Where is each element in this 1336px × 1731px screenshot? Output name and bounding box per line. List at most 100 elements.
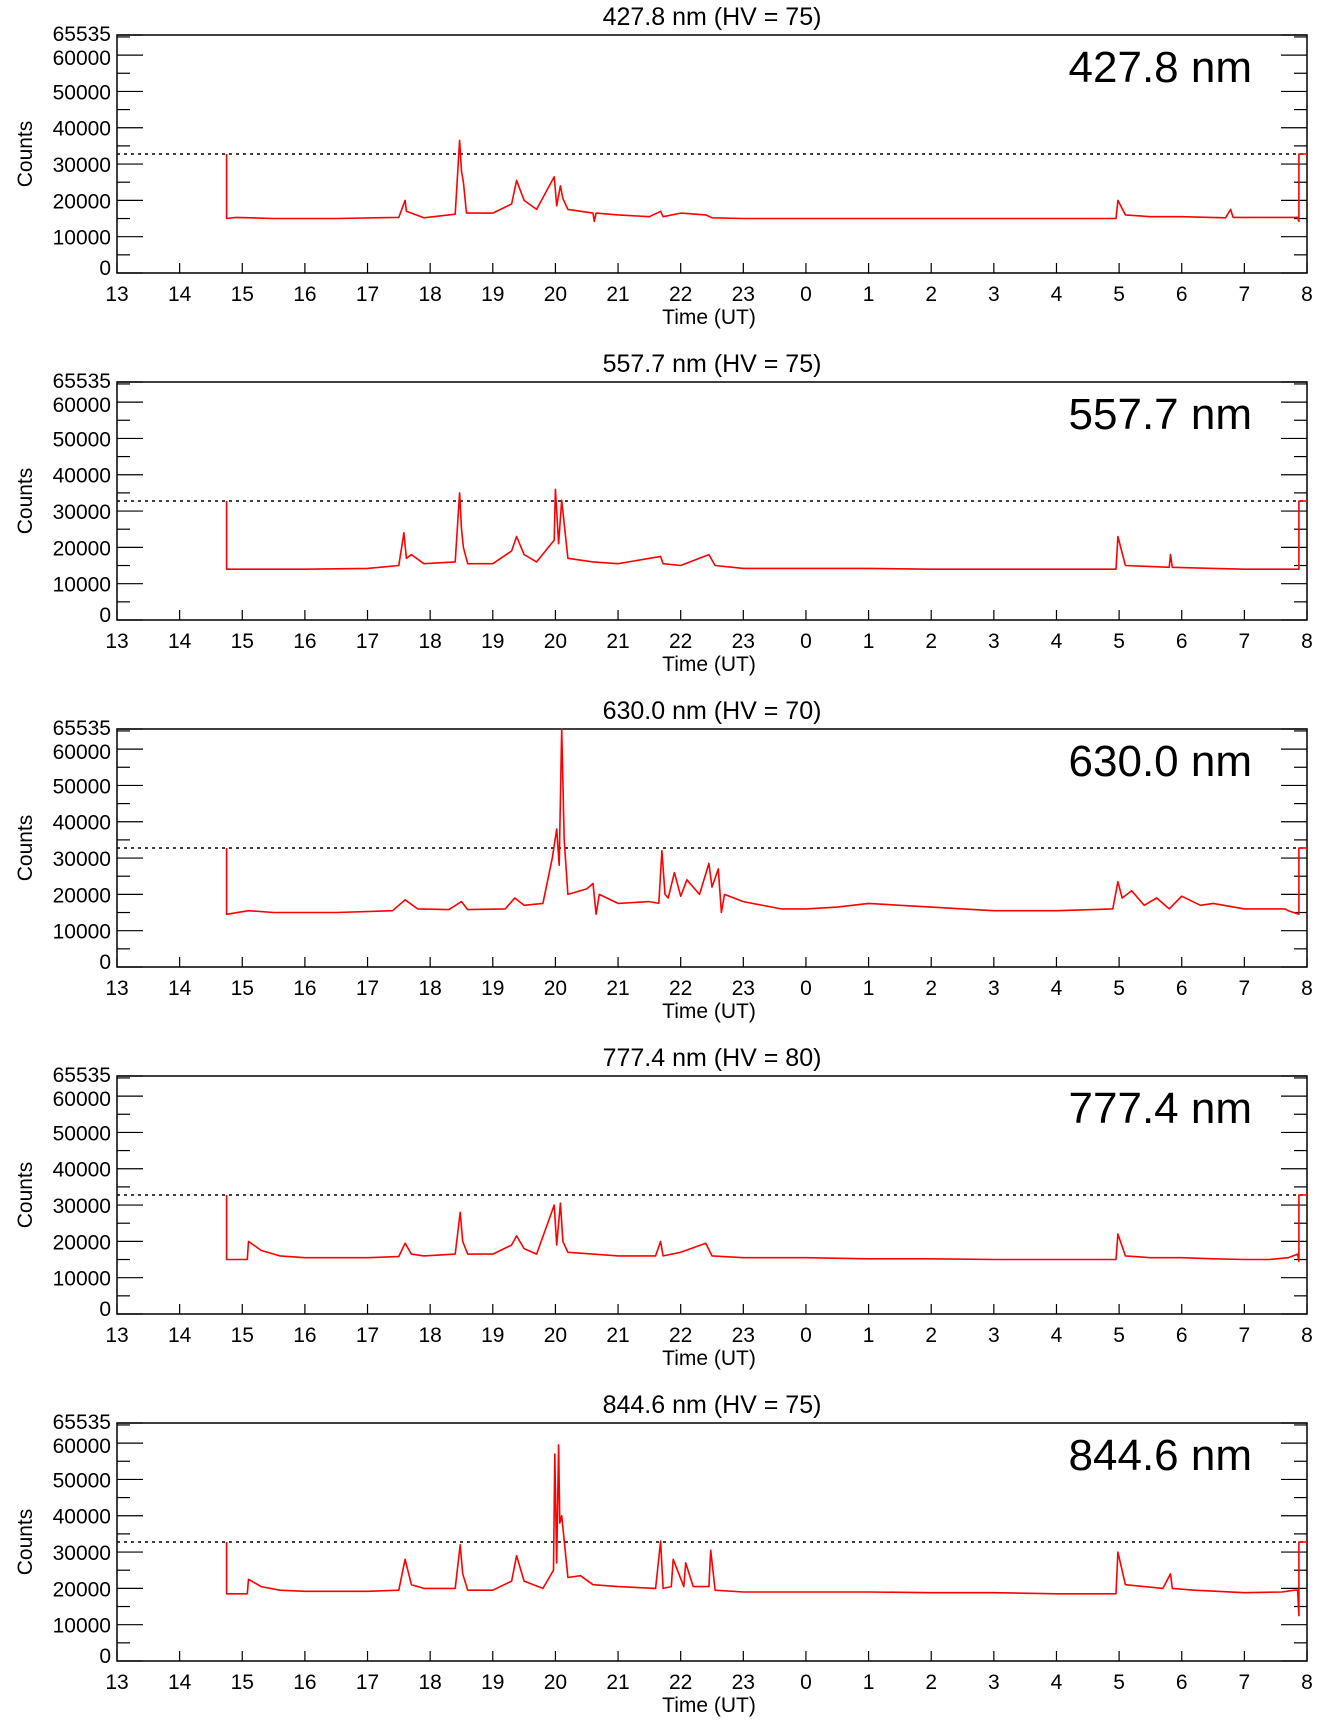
series-line-1 <box>225 1194 1307 1263</box>
x-tick-label: 20 <box>544 283 567 306</box>
x-tick-label: 8 <box>1301 1671 1313 1694</box>
wavelength-annotation: 630.0 nm <box>1069 737 1252 786</box>
y-tick-label: 65535 <box>53 1064 111 1087</box>
x-tick-label: 17 <box>356 283 379 306</box>
y-tick-label: 20000 <box>53 1578 111 1601</box>
x-tick-label: 22 <box>669 977 692 1000</box>
y-tick-label: 50000 <box>53 1469 111 1492</box>
x-tick-label: 1 <box>863 977 875 1000</box>
x-tick-label: 0 <box>800 1671 812 1694</box>
y-axis-label: Counts <box>14 815 37 882</box>
x-tick-label: 15 <box>231 1324 254 1347</box>
y-tick-label: 40000 <box>53 118 111 141</box>
x-tick-label: 19 <box>481 1324 504 1347</box>
x-tick-label: 15 <box>231 1671 254 1694</box>
y-tick-label: 10000 <box>53 1268 111 1291</box>
chart-title: 844.6 nm (HV = 75) <box>603 1391 822 1419</box>
y-tick-label: 40000 <box>53 812 111 835</box>
x-tick-label: 21 <box>606 1324 629 1347</box>
x-tick-label: 2 <box>925 283 937 306</box>
x-tick-label: 2 <box>925 977 937 1000</box>
y-tick-label: 30000 <box>53 848 111 871</box>
y-tick-label: 65535 <box>53 717 111 740</box>
x-tick-label: 5 <box>1113 1671 1125 1694</box>
x-tick-label: 0 <box>800 1324 812 1347</box>
x-tick-label: 8 <box>1301 1324 1313 1347</box>
y-tick-label: 0 <box>99 1645 111 1668</box>
y-axis-label: Counts <box>14 1162 37 1229</box>
x-axis-label: Time (UT) <box>662 653 756 676</box>
y-tick-label: 10000 <box>53 227 111 250</box>
x-tick-label: 22 <box>669 283 692 306</box>
x-tick-label: 6 <box>1176 1671 1188 1694</box>
x-tick-label: 3 <box>988 1324 1000 1347</box>
x-tick-label: 14 <box>168 1671 192 1694</box>
y-tick-label: 20000 <box>53 190 111 213</box>
x-tick-label: 19 <box>481 977 504 1000</box>
x-tick-label: 7 <box>1239 630 1251 653</box>
x-tick-label: 18 <box>418 630 441 653</box>
y-tick-label: 10000 <box>53 574 111 597</box>
x-tick-label: 17 <box>356 1324 379 1347</box>
wavelength-annotation: 557.7 nm <box>1069 390 1252 439</box>
chart-panel-3: 630.0 nm (HV = 70) 0 10000 20000 30000 40000 5… <box>14 697 1313 1023</box>
x-axis-label: Time (UT) <box>662 306 756 329</box>
x-tick-label: 23 <box>732 1671 755 1694</box>
x-tick-label: 3 <box>988 630 1000 653</box>
y-tick-label: 60000 <box>53 1435 111 1458</box>
x-axis-label: Time (UT) <box>662 1000 756 1023</box>
x-tick-label: 5 <box>1113 977 1125 1000</box>
x-tick-label: 16 <box>293 283 316 306</box>
y-tick-label: 10000 <box>53 921 111 944</box>
x-tick-label: 14 <box>168 630 192 653</box>
x-tick-label: 4 <box>1051 1324 1063 1347</box>
chart-panel-1: 427.8 nm (HV = 75) 0 10000 20000 30000 40000 5… <box>14 3 1313 329</box>
y-tick-label: 20000 <box>53 537 111 560</box>
x-tick-label: 0 <box>800 630 812 653</box>
x-tick-label: 22 <box>669 630 692 653</box>
x-tick-label: 18 <box>418 1324 441 1347</box>
x-tick-label: 22 <box>669 1671 692 1694</box>
x-tick-label: 7 <box>1239 283 1251 306</box>
x-tick-label: 17 <box>356 1671 379 1694</box>
wavelength-annotation: 777.4 nm <box>1069 1084 1252 1133</box>
chart-panel-4: 777.4 nm (HV = 80) 0 10000 20000 30000 40000 5… <box>14 1044 1313 1370</box>
x-tick-label: 13 <box>105 977 128 1000</box>
x-tick-label: 18 <box>418 977 441 1000</box>
series-line-1 <box>225 488 1307 571</box>
x-tick-label: 4 <box>1051 977 1063 1000</box>
x-tick-label: 19 <box>481 283 504 306</box>
y-tick-label: 0 <box>99 951 111 974</box>
x-tick-label: 7 <box>1239 977 1251 1000</box>
y-tick-label: 65535 <box>53 23 111 46</box>
y-tick-label: 40000 <box>53 465 111 488</box>
x-tick-label: 16 <box>293 1671 316 1694</box>
y-tick-label: 10000 <box>53 1615 111 1638</box>
y-tick-label: 30000 <box>53 154 111 177</box>
x-tick-label: 1 <box>863 283 875 306</box>
series-line-1 <box>225 728 1307 916</box>
y-tick-label: 0 <box>99 257 111 280</box>
x-tick-label: 23 <box>732 1324 755 1347</box>
chart-title: 630.0 nm (HV = 70) <box>603 697 822 725</box>
x-tick-label: 20 <box>544 1324 567 1347</box>
x-tick-label: 15 <box>231 630 254 653</box>
y-tick-label: 65535 <box>53 370 111 393</box>
x-tick-label: 3 <box>988 977 1000 1000</box>
series-line-1 <box>225 139 1307 223</box>
x-tick-label: 17 <box>356 630 379 653</box>
chart-panel-2: 557.7 nm (HV = 75) 0 10000 20000 30000 40000 5… <box>14 350 1313 676</box>
y-tick-label: 20000 <box>53 884 111 907</box>
x-tick-label: 13 <box>105 630 128 653</box>
chart-title: 777.4 nm (HV = 80) <box>603 1044 822 1072</box>
x-tick-label: 13 <box>105 1671 128 1694</box>
x-tick-label: 4 <box>1051 283 1063 306</box>
x-tick-label: 6 <box>1176 283 1188 306</box>
y-tick-label: 40000 <box>53 1506 111 1529</box>
x-tick-label: 1 <box>863 630 875 653</box>
y-tick-label: 50000 <box>53 1122 111 1145</box>
x-tick-label: 0 <box>800 977 812 1000</box>
chart-title: 557.7 nm (HV = 75) <box>603 350 822 378</box>
y-tick-label: 30000 <box>53 1195 111 1218</box>
x-tick-label: 21 <box>606 630 629 653</box>
